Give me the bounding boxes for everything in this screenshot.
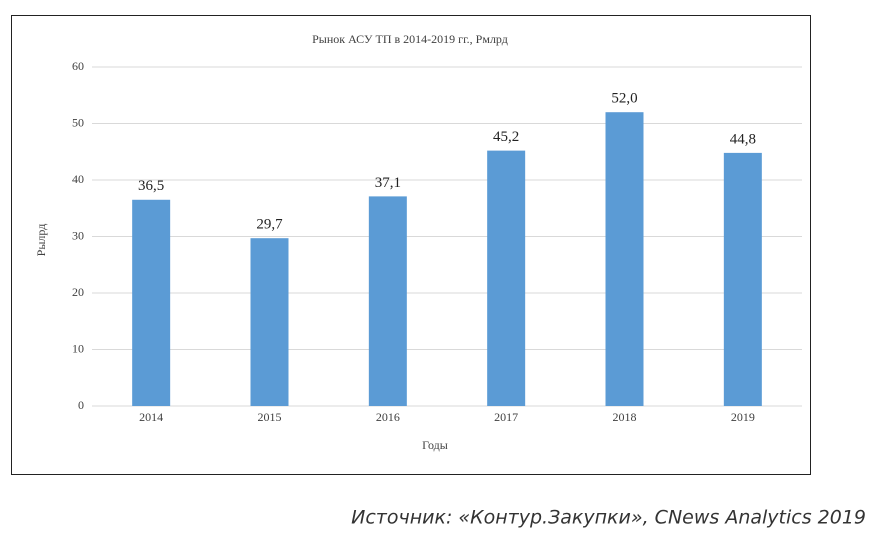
x-axis-title: Годы [422,438,448,452]
y-axis-title: Рылрд [34,224,48,257]
value-label: 45,2 [493,129,519,145]
chart-title: Рынок АСУ ТП в 2014-2019 гг., Рмлрд [312,32,508,46]
source-caption: Источник: «Контур.Закупки», CNews Analyt… [351,507,866,529]
value-label: 36,5 [138,178,164,194]
bar [605,112,644,406]
bar [723,152,762,406]
x-tick-label: 2017 [494,410,518,424]
y-tick-label: 0 [78,398,84,412]
bar [250,238,289,406]
y-tick-label: 40 [72,172,84,186]
y-tick-label: 30 [72,228,84,242]
value-label: 37,1 [375,175,401,191]
y-tick-label: 10 [72,341,84,355]
bar [487,150,526,406]
y-tick-label: 60 [72,59,84,73]
value-label: 44,8 [730,131,756,147]
value-label: 52,0 [611,91,637,107]
x-tick-label: 2014 [139,410,163,424]
x-tick-label: 2019 [731,410,755,424]
bar [132,199,171,406]
x-tick-label: 2018 [613,410,637,424]
y-tick-label: 20 [72,285,84,299]
value-label: 29,7 [256,217,283,233]
y-tick-label: 50 [72,115,84,129]
x-tick-label: 2016 [376,410,400,424]
bar [368,196,407,406]
x-tick-label: 2015 [258,410,282,424]
